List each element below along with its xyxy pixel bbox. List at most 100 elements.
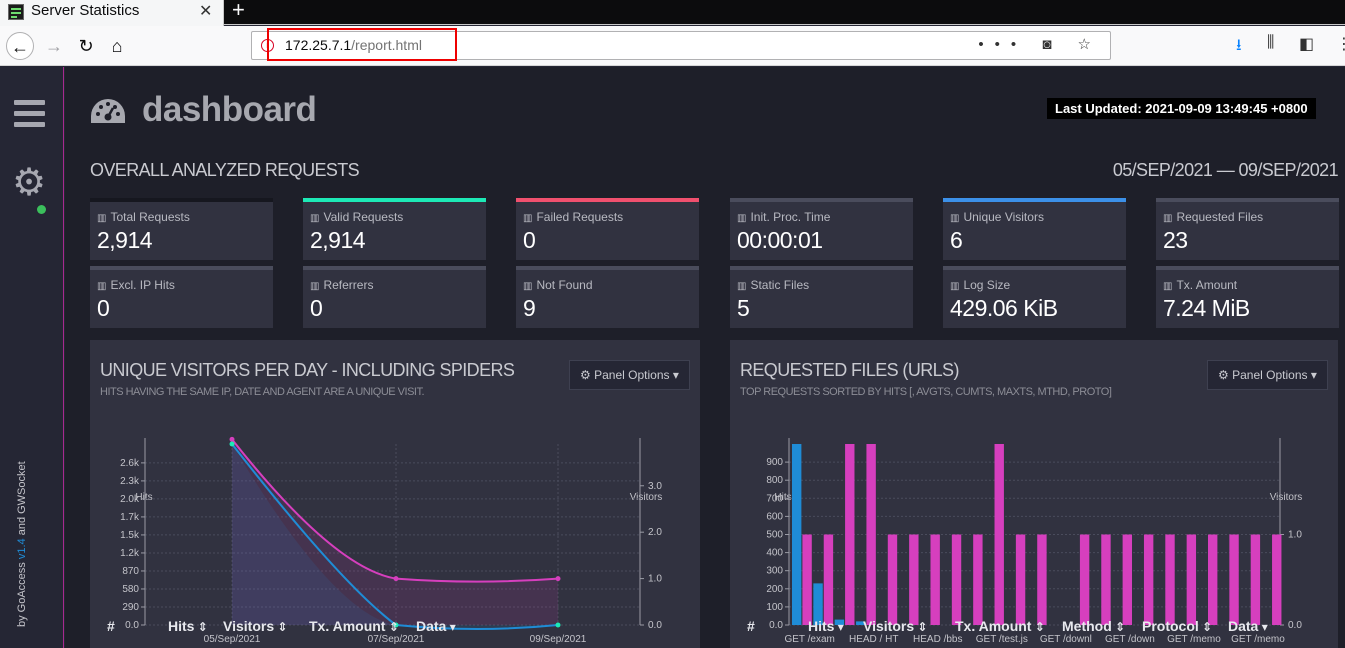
stat-card: ▥ Requested Files 23	[1156, 198, 1339, 260]
stat-card-label: ▥ Requested Files	[1163, 210, 1263, 224]
sort-icon: ▾	[446, 620, 456, 634]
credits-version-link[interactable]: v1.4	[16, 538, 28, 560]
visitors-panel-subtitle: HITS HAVING THE SAME IP, DATE AND AGENT …	[100, 386, 425, 398]
stat-card: ▥ Failed Requests 0	[516, 198, 699, 260]
y-tick-label-right: 0.0	[1288, 620, 1302, 631]
x-tick-label: HEAD /bbs	[913, 634, 962, 645]
library-icon[interactable]: ⫼	[1267, 34, 1275, 51]
stat-card-value: 0	[97, 295, 110, 321]
sort-icon: ▾	[834, 620, 844, 634]
visitors-point	[229, 436, 235, 442]
y-tick-label-left: 100	[766, 602, 783, 613]
bar-chart-icon: ▥	[737, 281, 747, 292]
url-actions: ••• ◙ ☆	[978, 35, 1102, 53]
stat-card-label: ▥ Valid Requests	[310, 210, 403, 224]
column-header[interactable]: Hits ▾	[808, 618, 844, 634]
stat-card-label: ▥ Not Found	[523, 278, 593, 292]
downloads-icon[interactable]: ⭳	[1236, 37, 1242, 54]
bar-chart-icon: ▥	[97, 213, 107, 224]
y-tick-label-left: 200	[766, 584, 783, 595]
sidebar: ⚙ by GoAccess v1.4 and GWSocket	[0, 67, 64, 648]
column-header[interactable]: Method ⇕	[1062, 618, 1125, 634]
hamburger-icon[interactable]	[14, 100, 45, 133]
visitors-bar	[1143, 534, 1154, 625]
caret-down-icon: ▾	[1310, 368, 1317, 382]
y-tick-label-left: 300	[766, 566, 783, 577]
hits-bar	[834, 619, 845, 625]
stat-card-value: 0	[310, 295, 323, 321]
stat-card-label: ▥ Init. Proc. Time	[737, 210, 830, 224]
panel-options-label: Panel Options	[594, 368, 670, 382]
bar-chart-icon: ▥	[950, 213, 960, 224]
files-chart: Hits Visitors 0.0 100 200 300 400 500 600 700 800 9…	[766, 438, 1302, 645]
column-header-label: Tx. Amount	[309, 618, 386, 634]
y-axis-left-label: Hits	[774, 492, 791, 503]
column-header[interactable]: Protocol ⇕	[1142, 618, 1212, 634]
column-header-label: Visitors	[863, 618, 915, 634]
stat-card-label-text: Not Found	[536, 278, 593, 292]
files-panel-title: REQUESTED FILES (URLS)	[740, 360, 959, 380]
visitors-bar	[951, 534, 962, 625]
sidebar-toggle-icon[interactable]: ◧	[1299, 36, 1315, 53]
visitors-bar	[1272, 534, 1282, 625]
visitors-bar	[1101, 534, 1111, 625]
credits: by GoAccess v1.4 and GWSocket	[16, 447, 28, 627]
date-range: 05/SEP/2021 — 09/SEP/2021	[1112, 160, 1339, 180]
close-tab-icon[interactable]: ✕	[199, 3, 213, 20]
visitors-panel-title: UNIQUE VISITORS PER DAY - INCLUDING SPID…	[100, 360, 515, 380]
visitors-bar	[1208, 534, 1218, 625]
visitors-panel-options-button[interactable]: ⚙ Panel Options ▾	[569, 360, 690, 390]
x-tick-label: 05/Sep/2021	[204, 634, 261, 645]
column-header[interactable]: Hits ⇕	[168, 618, 208, 634]
visitors-bar	[1165, 534, 1175, 625]
hits-point	[393, 622, 399, 628]
column-header[interactable]: Visitors ⇕	[223, 618, 288, 634]
sort-icon: ⇕	[1111, 620, 1126, 634]
url-bar[interactable]: i 172.25.7.1/report.html ••• ◙ ☆	[251, 28, 1111, 61]
y-axis-right-label: Visitors	[630, 492, 663, 503]
stat-card-value: 7.24 MiB	[1163, 295, 1250, 321]
overflow-menu-icon[interactable]: ⋮	[1336, 36, 1345, 53]
new-tab-icon[interactable]: +	[232, 0, 245, 22]
back-arrow-icon[interactable]: ←	[6, 32, 34, 60]
home-icon[interactable]: ⌂	[111, 36, 123, 56]
hits-point	[555, 622, 561, 628]
x-tick-label: HEAD / HT	[849, 634, 898, 645]
files-panel-options-button[interactable]: ⚙ Panel Options ▾	[1207, 360, 1328, 390]
credits-prefix: by GoAccess	[16, 559, 28, 627]
page-actions-icon[interactable]: •••	[978, 36, 1028, 53]
pocket-icon[interactable]: ◙	[1042, 36, 1063, 53]
x-tick-label: GET /memo	[1231, 634, 1285, 645]
sort-icon: ⇕	[1198, 620, 1213, 634]
column-header[interactable]: Data ▾	[416, 618, 456, 634]
gear-icon[interactable]: ⚙	[12, 162, 47, 204]
reload-icon[interactable]: ↻	[78, 36, 94, 56]
column-header-label: Protocol	[1142, 618, 1199, 634]
bookmark-star-icon[interactable]: ☆	[1077, 36, 1102, 53]
stat-card-label: ▥ Excl. IP Hits	[97, 278, 175, 292]
column-header[interactable]: Data ▾	[1228, 618, 1268, 634]
visitors-bar	[887, 534, 898, 625]
x-tick-label: 09/Sep/2021	[530, 634, 587, 645]
column-header[interactable]: Tx. Amount ⇕	[309, 618, 399, 634]
forward-arrow-icon[interactable]: →	[45, 36, 63, 56]
y-tick-label-left: 1.7k	[120, 512, 140, 523]
column-header[interactable]: Tx. Amount ⇕	[955, 618, 1045, 634]
visitors-point	[555, 576, 561, 582]
visitors-bar	[1229, 534, 1239, 625]
overall-title: OVERALL ANALYZED REQUESTS	[90, 160, 360, 180]
url-text[interactable]: 172.25.7.1/report.html	[285, 37, 422, 53]
bar-chart-icon: ▥	[737, 213, 747, 224]
y-tick-label-left: 0.0	[125, 620, 139, 631]
visitors-bar	[1079, 534, 1090, 625]
stat-card: ▥ Unique Visitors 6	[943, 198, 1126, 260]
stat-card-value: 00:00:01	[737, 227, 823, 253]
y-tick-label-left: 0.0	[769, 620, 783, 631]
column-header[interactable]: Visitors ⇕	[863, 618, 928, 634]
url-highlight-box	[267, 28, 457, 61]
panel-options-label: Panel Options	[1232, 368, 1308, 382]
visitors-point	[393, 576, 399, 582]
x-tick-label: 07/Sep/2021	[368, 634, 425, 645]
cog-icon: ⚙	[1218, 368, 1229, 382]
browser-tab[interactable]: Server Statistics ✕	[0, 0, 224, 26]
